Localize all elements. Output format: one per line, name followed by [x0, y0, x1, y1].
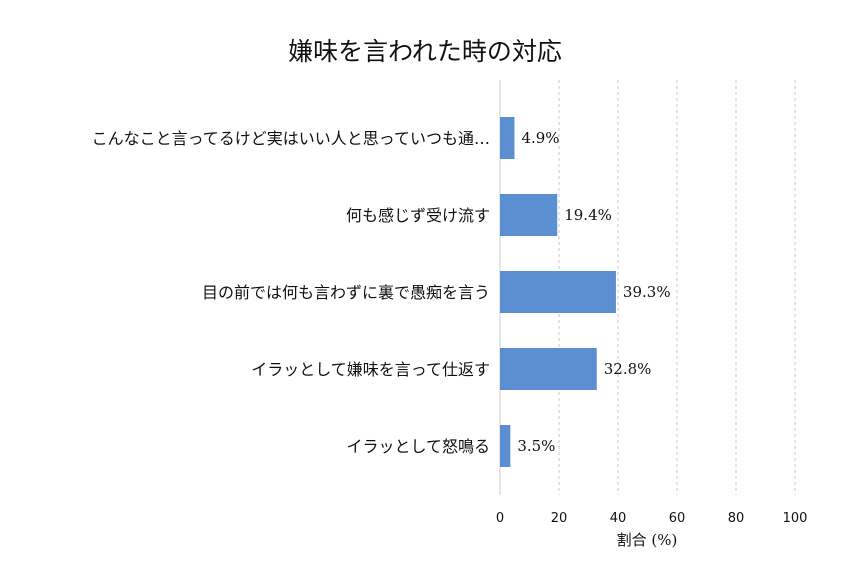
bars: [500, 117, 616, 467]
category-label: 目の前では何も言わずに裏で愚痴を言う: [202, 283, 490, 302]
bar: [500, 194, 558, 236]
x-tick-label: 80: [728, 511, 745, 526]
x-tick-label: 40: [610, 511, 627, 526]
value-labels: 4.9% 19.4% 39.3% 32.8% 3.5%: [517, 129, 670, 455]
x-tick-label: 100: [783, 511, 808, 526]
category-label: こんなこと言ってるけど実はいい人と思っていつも通…: [92, 129, 490, 148]
value-label: 32.8%: [604, 360, 652, 378]
x-tick-label: 60: [669, 511, 686, 526]
category-label: 何も感じず受け流す: [346, 206, 490, 225]
x-tick-label: 0: [496, 511, 504, 526]
category-labels: こんなこと言ってるけど実はいい人と思っていつも通… 何も感じず受け流す目の前では何…: [92, 129, 490, 456]
x-axis-ticks: 0 20 40 60 80 100: [496, 511, 808, 526]
value-label: 4.9%: [521, 129, 559, 147]
bar: [500, 117, 515, 159]
value-label: 3.5%: [517, 437, 555, 455]
x-axis-label: 割合 (%): [617, 531, 678, 549]
bar: [500, 348, 597, 390]
chart-title: 嫌味を言われた時の対応: [288, 37, 562, 66]
bar: [500, 425, 511, 467]
value-label: 39.3%: [623, 283, 671, 301]
category-label: イラッとして嫌味を言って仕返す: [251, 360, 490, 379]
bar: [500, 271, 616, 313]
value-label: 19.4%: [564, 206, 612, 224]
category-label: イラッとして怒鳴る: [346, 437, 490, 456]
x-tick-label: 20: [551, 511, 568, 526]
